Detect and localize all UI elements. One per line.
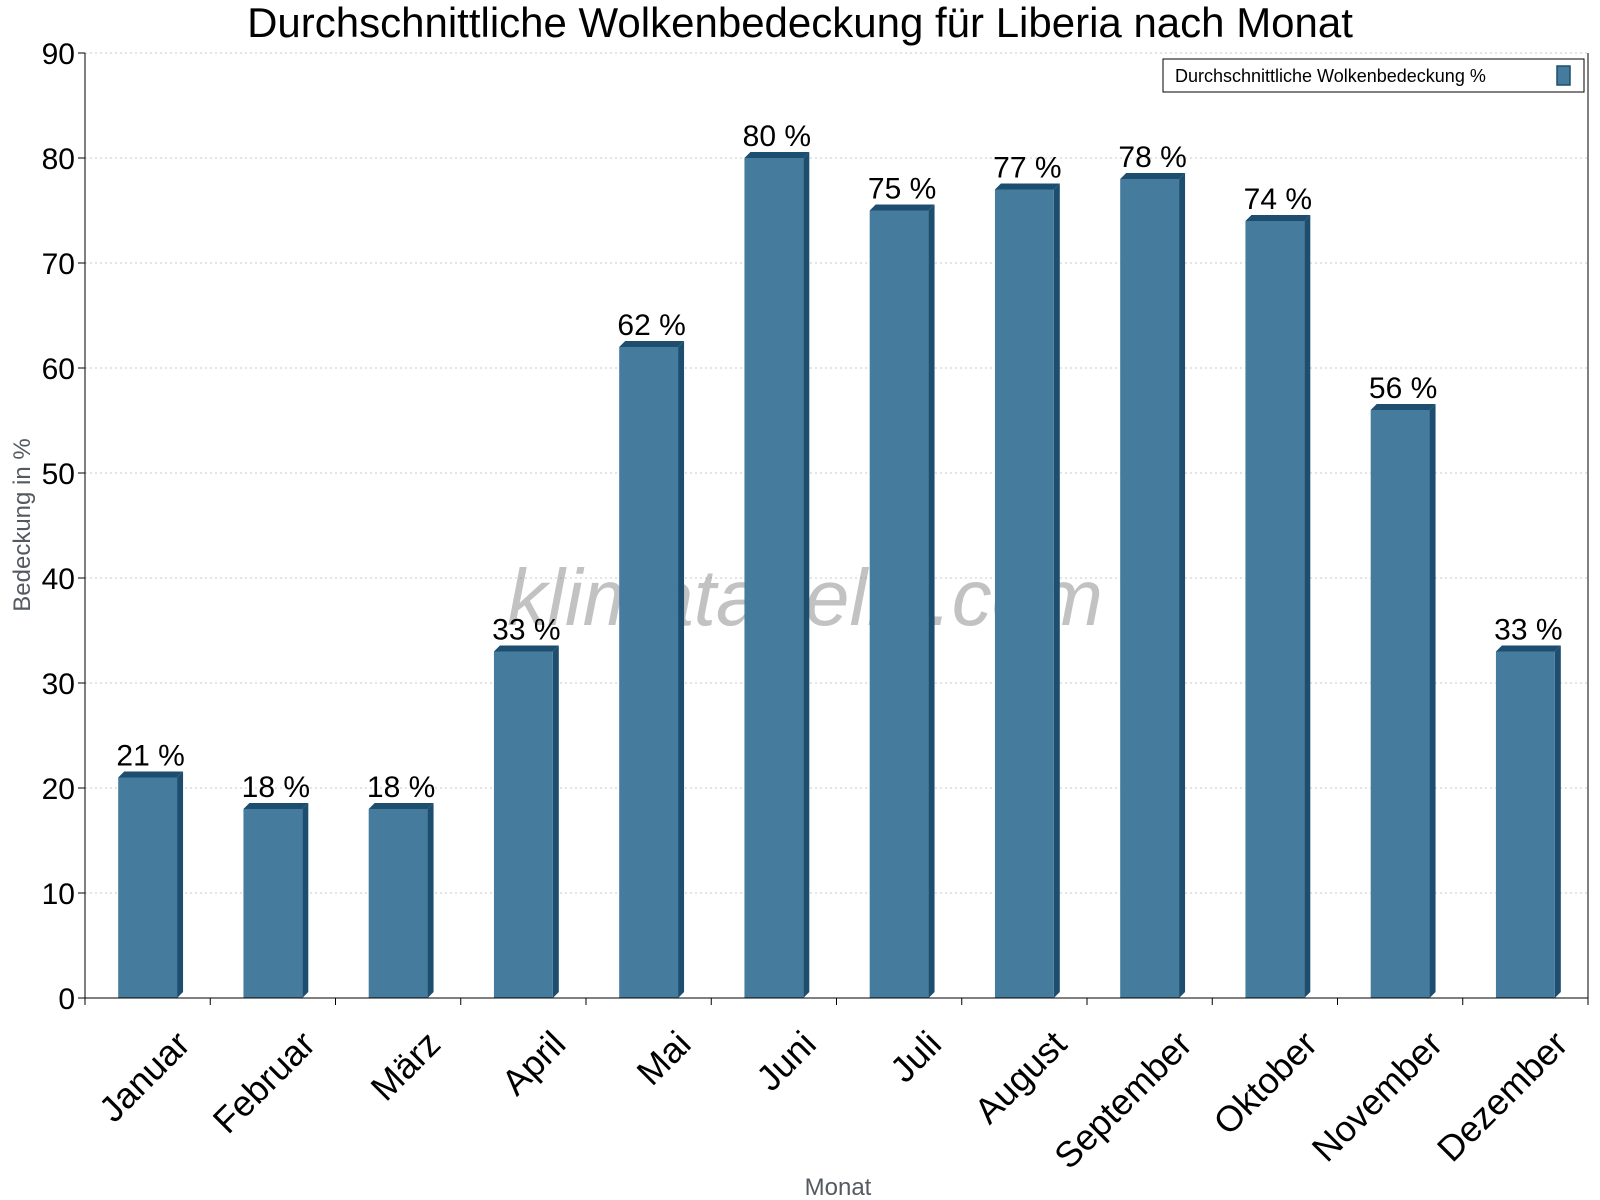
x-tick-label: Mai bbox=[629, 1023, 699, 1093]
y-tick-label: 60 bbox=[42, 353, 75, 386]
bar-side bbox=[803, 152, 810, 998]
x-tick-label: November bbox=[1304, 1023, 1450, 1169]
bar-side bbox=[1554, 645, 1561, 998]
bar-group: 33 % bbox=[1494, 614, 1563, 998]
y-tick-label: 10 bbox=[42, 878, 75, 911]
bar bbox=[1120, 179, 1180, 998]
bar-value-label: 74 % bbox=[1244, 183, 1312, 216]
y-axis-title: Bedeckung in % bbox=[9, 438, 36, 611]
bar-side bbox=[552, 645, 559, 998]
bar-top bbox=[869, 204, 935, 211]
x-tick-label: Februar bbox=[205, 1023, 323, 1141]
y-tick-label: 70 bbox=[42, 248, 75, 281]
bar-side bbox=[177, 771, 184, 998]
bar-top bbox=[1370, 404, 1436, 410]
bar-top bbox=[744, 152, 810, 158]
bar-value-label: 21 % bbox=[116, 740, 184, 773]
y-tick-label: 90 bbox=[42, 38, 75, 71]
y-tick-label: 40 bbox=[42, 563, 75, 596]
bar bbox=[619, 347, 679, 998]
grid-lines bbox=[85, 52, 1588, 894]
legend: Durchschnittliche Wolkenbedeckung % bbox=[1162, 58, 1585, 93]
bar bbox=[1495, 651, 1555, 998]
legend-label: Durchschnittliche Wolkenbedeckung % bbox=[1175, 66, 1486, 86]
x-tick-label: Januar bbox=[91, 1023, 198, 1130]
legend-swatch bbox=[1556, 65, 1571, 86]
bar-group: 77 % bbox=[993, 152, 1062, 998]
bar-top bbox=[493, 645, 559, 652]
bar bbox=[243, 809, 303, 998]
bar-top bbox=[368, 803, 434, 809]
bar-side bbox=[1053, 183, 1060, 998]
bar-value-label: 78 % bbox=[1118, 141, 1186, 174]
x-axis-ticks: Januar Februar März April Mai Juni Juli AugustS… bbox=[84, 998, 1589, 1177]
bar-value-label: 77 % bbox=[993, 152, 1061, 185]
y-tick-label: 80 bbox=[42, 143, 75, 176]
x-tick-label: Juli bbox=[882, 1023, 949, 1090]
bar bbox=[744, 158, 804, 998]
y-tick-label: 0 bbox=[58, 983, 75, 1016]
x-tick-label: Juni bbox=[748, 1023, 824, 1099]
x-tick-label: März bbox=[363, 1023, 449, 1109]
bar-top bbox=[1245, 215, 1311, 221]
x-tick-label: August bbox=[966, 1023, 1074, 1131]
bar-value-label: 33 % bbox=[1494, 614, 1562, 647]
bar bbox=[869, 210, 929, 998]
bar-value-label: 56 % bbox=[1369, 372, 1437, 405]
bar-group: 74 % bbox=[1244, 183, 1312, 998]
bar-top bbox=[1120, 173, 1186, 179]
bar bbox=[994, 189, 1054, 998]
bar-group: 21 % bbox=[116, 740, 185, 998]
axes bbox=[84, 53, 1589, 999]
bar bbox=[118, 777, 178, 998]
bar-value-label: 18 % bbox=[242, 771, 310, 804]
bar-value-label: 80 % bbox=[743, 120, 811, 153]
y-tick-label: 20 bbox=[42, 773, 75, 806]
bar-group: 33 % bbox=[492, 614, 561, 998]
bar bbox=[1245, 221, 1305, 998]
bar-value-label: 62 % bbox=[617, 309, 685, 342]
y-axis-ticks: 0 10 20 30 40 50 60 70 80 90 bbox=[42, 38, 85, 1016]
bar-side bbox=[1304, 215, 1311, 998]
bar-group: 56 % bbox=[1369, 372, 1437, 998]
bar bbox=[368, 809, 428, 998]
legend-box bbox=[1162, 58, 1585, 93]
bar-top bbox=[994, 183, 1060, 190]
bar bbox=[1370, 410, 1430, 998]
x-tick-label: Oktober bbox=[1205, 1023, 1325, 1143]
y-tick-label: 50 bbox=[42, 458, 75, 491]
x-tick-label: Dezember bbox=[1429, 1023, 1575, 1169]
bar-side bbox=[427, 803, 434, 998]
bar-group: 75 % bbox=[868, 173, 936, 998]
bar-group: 80 % bbox=[743, 120, 811, 998]
bar-side bbox=[302, 803, 309, 998]
x-tick-label: April bbox=[493, 1023, 573, 1103]
bar-top bbox=[1495, 645, 1561, 652]
bar-side bbox=[928, 204, 935, 998]
x-tick-label: September bbox=[1046, 1023, 1200, 1177]
bar-group: 18 % bbox=[367, 771, 435, 998]
bar-top bbox=[619, 341, 685, 347]
y-tick-label: 30 bbox=[42, 668, 75, 701]
bars: 21 % 18 % 18 % 33 % 62 % 80 % 75 % 77 % 78 % 74 %… bbox=[116, 120, 1563, 998]
bar-value-label: 33 % bbox=[492, 614, 560, 647]
bar-value-label: 18 % bbox=[367, 771, 435, 804]
bar-top bbox=[243, 803, 309, 809]
bar-top bbox=[118, 771, 184, 778]
bar-side bbox=[1429, 404, 1436, 998]
chart-title: Durchschnittliche Wolkenbedeckung für Li… bbox=[247, 0, 1353, 46]
bar-group: 78 % bbox=[1118, 141, 1187, 998]
x-axis-title: Monat bbox=[805, 1174, 872, 1200]
bar-group: 62 % bbox=[617, 309, 686, 998]
bar-group: 18 % bbox=[242, 771, 310, 998]
bar-value-label: 75 % bbox=[868, 173, 936, 206]
bar-side bbox=[678, 341, 685, 998]
bar bbox=[493, 651, 553, 998]
bar-side bbox=[1179, 173, 1186, 998]
